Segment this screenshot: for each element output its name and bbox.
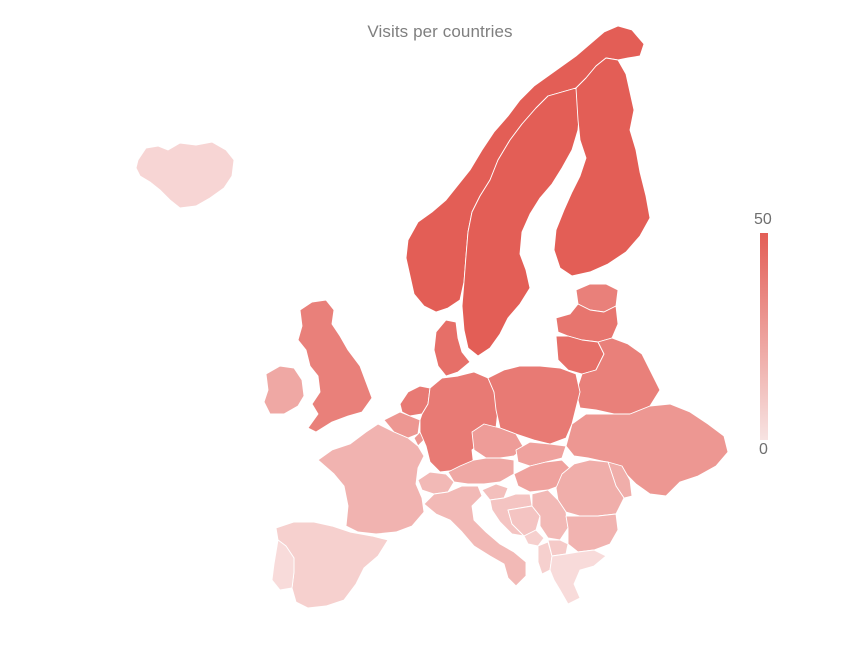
region-GR[interactable] [549,549,607,605]
legend-min-label: 0 [759,441,768,458]
region-IS[interactable] [135,141,235,209]
region-AT[interactable] [447,457,515,485]
region-SI[interactable] [481,483,509,501]
region-MK[interactable] [547,539,569,557]
legend-color-scale [760,233,768,440]
region-IE[interactable] [263,365,305,415]
region-IT[interactable] [423,485,527,587]
region-DE[interactable] [419,371,499,473]
region-UA[interactable] [565,403,729,497]
region-GB[interactable] [297,299,373,433]
region-FR[interactable] [317,423,425,535]
region-DK[interactable] [433,319,471,377]
region-FI[interactable] [553,57,651,277]
region-SE[interactable] [461,87,581,357]
chart-title: Visits per countries [367,22,513,41]
region-PT[interactable] [271,539,295,591]
region-ME[interactable] [523,529,545,547]
region-BG[interactable] [565,513,619,553]
region-CH[interactable] [417,471,455,495]
legend-max-label: 50 [754,211,772,228]
region-SK[interactable] [515,441,567,467]
region-BA[interactable] [507,505,541,537]
